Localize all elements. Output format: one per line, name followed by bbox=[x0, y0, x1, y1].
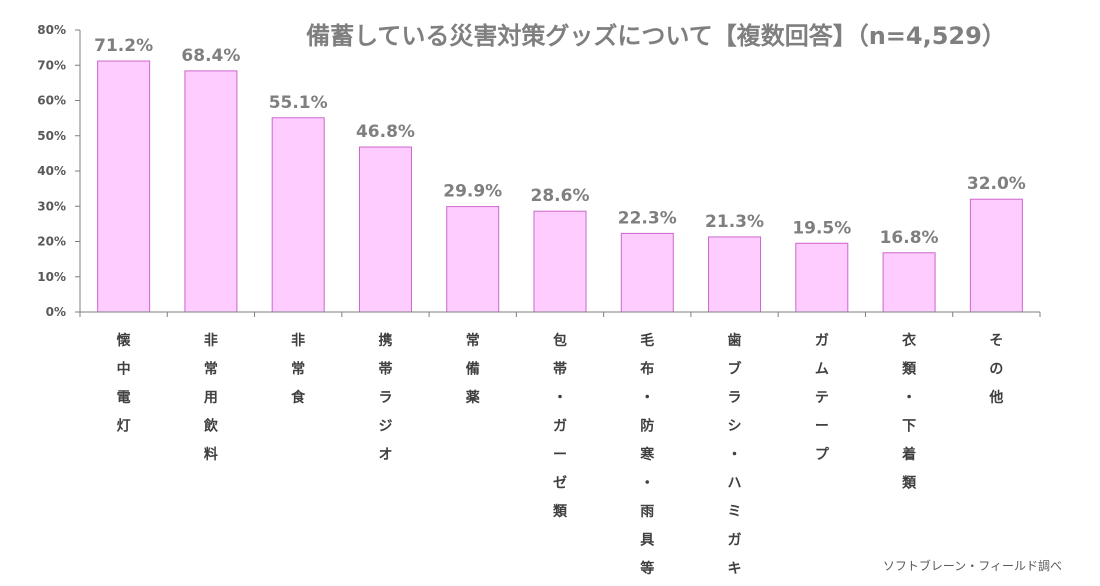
data-labels: 71.2% 68.4% 55.1% 46.8% 29.9% 28.6% 22.3% 21.3%… bbox=[94, 36, 1026, 248]
x-category-label: ガムテープ bbox=[815, 333, 830, 463]
y-tick-label: 0% bbox=[46, 305, 66, 319]
data-label: 32.0% bbox=[967, 174, 1026, 194]
bar bbox=[795, 242, 849, 313]
x-category-label: 非常用飲料 bbox=[203, 332, 219, 463]
bar bbox=[708, 236, 762, 313]
y-tick-label: 10% bbox=[37, 270, 66, 284]
bar bbox=[620, 232, 674, 313]
x-category-label: 常備薬 bbox=[466, 332, 480, 406]
bar bbox=[184, 70, 238, 313]
data-label: 55.1% bbox=[269, 93, 328, 113]
bar bbox=[271, 117, 325, 313]
data-label: 19.5% bbox=[792, 218, 851, 238]
source-note: ソフトブレーン・フィールド調べ bbox=[883, 558, 1062, 573]
y-axis: 0% 10% 20% 30% 40% 50% 60% 70% 80% bbox=[37, 23, 81, 319]
x-category-label: 衣類・下着類 bbox=[901, 332, 917, 492]
bar bbox=[969, 198, 1023, 313]
data-label: 68.4% bbox=[181, 46, 240, 66]
y-tick-label: 60% bbox=[37, 94, 66, 108]
x-category-label: 非常食 bbox=[291, 332, 306, 406]
x-category-label: 歯ブラシ・ハミガキ bbox=[728, 332, 742, 577]
x-category-label: 携帯ラジオ bbox=[378, 332, 392, 463]
data-label: 28.6% bbox=[531, 186, 590, 206]
x-category-label: 懐中電灯 bbox=[117, 332, 131, 435]
y-tick-label: 80% bbox=[37, 23, 66, 37]
x-axis: 懐中電灯 非常用飲料 非常食 携帯ラジオ 常備薬 包帯・ガーゼ類 毛布・防寒・雨具等 歯ブラシ… bbox=[79, 311, 1041, 577]
x-category-label: 包帯・ガーゼ類 bbox=[552, 332, 568, 520]
y-tick-label: 40% bbox=[37, 164, 66, 178]
data-label: 71.2% bbox=[94, 36, 153, 56]
data-label: 16.8% bbox=[880, 228, 939, 248]
data-label: 29.9% bbox=[443, 182, 502, 202]
x-category-label: その他 bbox=[988, 333, 1003, 406]
y-tick-label: 50% bbox=[37, 129, 66, 143]
y-tick-label: 30% bbox=[37, 199, 66, 213]
data-label: 22.3% bbox=[618, 208, 677, 228]
bar bbox=[97, 60, 151, 313]
bar bbox=[446, 206, 500, 313]
y-tick-label: 20% bbox=[37, 235, 66, 249]
bar bbox=[358, 146, 412, 313]
bar bbox=[882, 252, 936, 313]
y-tick-label: 70% bbox=[37, 58, 66, 72]
data-label: 46.8% bbox=[356, 122, 415, 142]
chart-title: 備蓄している災害対策グッズについて【複数回答】（n=4,529） bbox=[306, 22, 1006, 50]
x-category-label: 毛布・防寒・雨具等 bbox=[639, 332, 655, 577]
bar bbox=[533, 210, 587, 313]
data-label: 21.3% bbox=[705, 212, 764, 232]
